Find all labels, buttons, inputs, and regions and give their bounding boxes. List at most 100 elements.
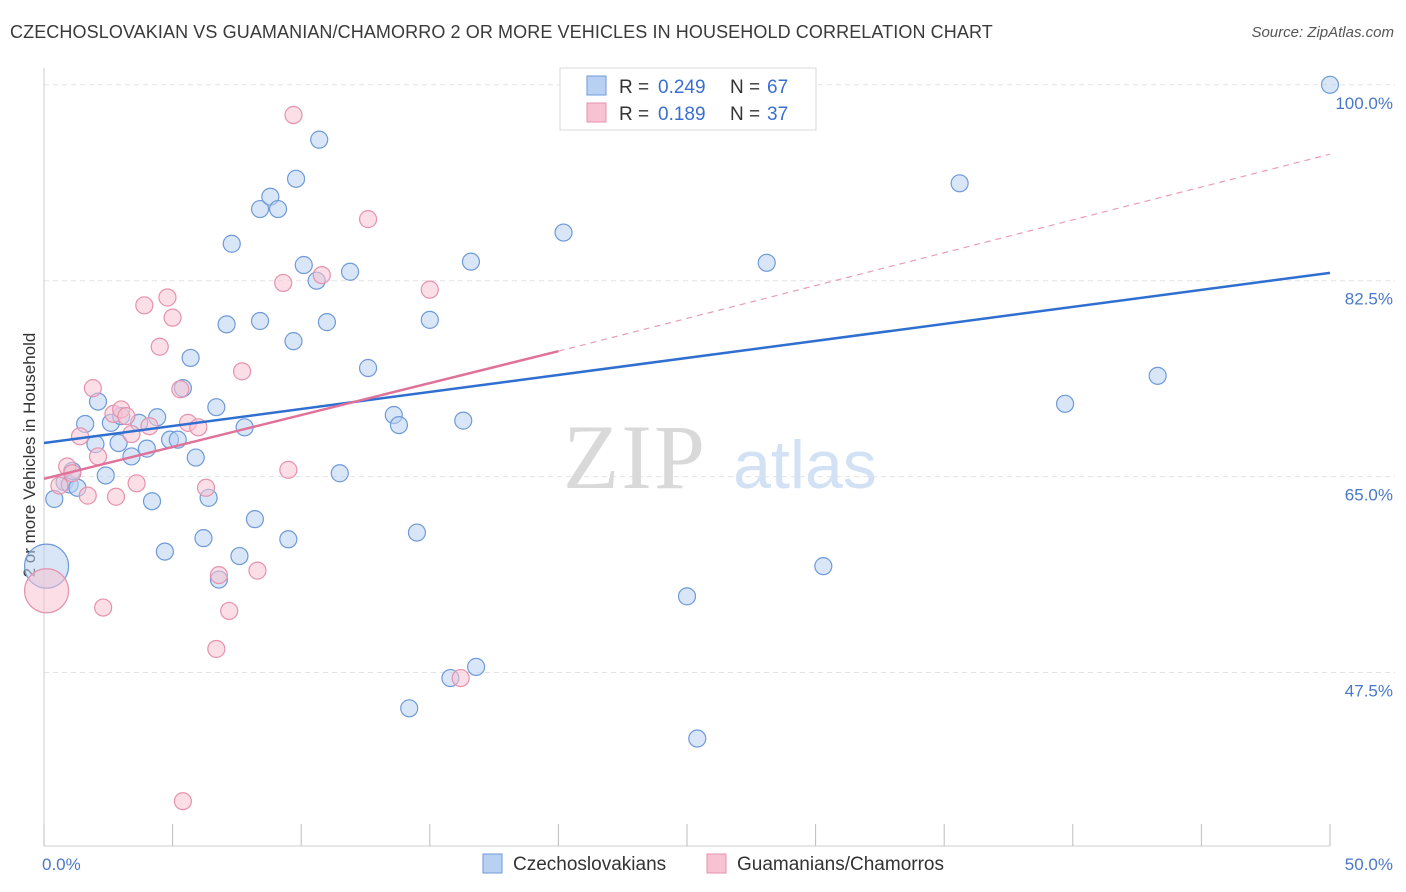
point-guamanian: [312, 265, 331, 285]
legend-r-label-1: R =: [619, 104, 649, 125]
point-czechoslovakian: [461, 252, 481, 271]
point-guamanian: [23, 568, 70, 614]
bottom-legend-label-0: Czechoslovakians: [513, 854, 666, 875]
point-czechoslovakian: [466, 657, 486, 676]
point-czechoslovakian: [814, 557, 833, 576]
point-guamanian: [106, 487, 126, 506]
point-czechoslovakian: [950, 174, 969, 193]
point-guamanian: [451, 668, 470, 688]
trend-line-czechoslovakians: [43, 271, 1331, 445]
legend-n-value-1: 37: [767, 104, 788, 125]
bottom-legend-swatch-pink: [706, 853, 727, 874]
y-tick-label: 82.5%: [1345, 290, 1393, 309]
trend-lines: [43, 153, 1331, 481]
point-czechoslovakian: [330, 464, 349, 483]
point-czechoslovakian: [554, 223, 573, 242]
point-czechoslovakian: [310, 130, 329, 149]
legend-n-value-0: 67: [767, 77, 788, 98]
point-guamanian: [207, 639, 226, 659]
point-czechoslovakian: [186, 448, 205, 467]
point-guamanian: [122, 424, 141, 444]
point-czechoslovakian: [1055, 394, 1075, 413]
point-czechoslovakian: [207, 398, 226, 417]
point-guamanian: [117, 407, 136, 426]
point-guamanian: [232, 362, 252, 381]
trend-line-guamanians-extension: [558, 153, 1331, 352]
point-czechoslovakian: [389, 415, 409, 435]
point-czechoslovakian: [358, 358, 378, 378]
point-czechoslovakian: [757, 253, 776, 272]
point-czechoslovakian: [230, 546, 249, 566]
point-czechoslovakian: [222, 234, 241, 253]
point-czechoslovakian: [1320, 75, 1340, 94]
point-guamanian: [50, 476, 69, 495]
bottom-legend-label-1: Guamanians/Chamorros: [737, 854, 944, 875]
legend-swatch-pink: [586, 102, 607, 123]
point-czechoslovakian: [279, 530, 298, 549]
x-tick-label: 0.0%: [42, 855, 81, 874]
point-guamanian: [94, 598, 113, 617]
point-czechoslovakian: [1148, 366, 1167, 385]
point-guamanian: [173, 792, 192, 811]
point-czechoslovakian: [454, 411, 473, 430]
legend-swatch-blue: [586, 75, 607, 96]
point-guamanian: [209, 565, 228, 585]
point-guamanian: [88, 447, 108, 466]
point-czechoslovakian: [250, 311, 270, 331]
point-czechoslovakian: [217, 315, 236, 334]
point-czechoslovakian: [109, 433, 128, 453]
point-czechoslovakian: [286, 169, 306, 188]
point-guamanian: [284, 105, 303, 125]
grid-lines: [44, 84, 1395, 673]
point-czechoslovakian: [284, 332, 303, 351]
point-guamanian: [158, 288, 177, 307]
point-czechoslovakian: [400, 699, 419, 718]
watermark-zip: ZIP: [563, 406, 707, 508]
point-czechoslovakian: [194, 529, 213, 548]
point-czechoslovakian: [245, 510, 265, 529]
point-czechoslovakian: [96, 466, 115, 485]
axes: [43, 68, 1331, 847]
point-guamanian: [171, 380, 190, 399]
point-czechoslovakian: [142, 492, 162, 511]
legend-box: R = 0.249 N = 67 R = 0.189 N = 37: [559, 67, 817, 131]
point-guamanian: [163, 308, 182, 327]
legend-r-value-0: 0.249: [658, 77, 706, 98]
y-tick-label: 100.0%: [1335, 94, 1393, 113]
x-tick-label: 50.0%: [1345, 855, 1393, 874]
point-czechoslovakian: [155, 542, 174, 561]
point-guamanian: [127, 474, 146, 493]
point-czechoslovakian: [340, 262, 360, 281]
bottom-legend-swatch-blue: [482, 853, 503, 874]
point-guamanian: [135, 296, 154, 315]
point-czechoslovakian: [181, 348, 200, 368]
point-czechoslovakian: [407, 523, 427, 542]
chart-title: CZECHOSLOVAKIAN VS GUAMANIAN/CHAMORRO 2 …: [10, 22, 993, 42]
y-tick-label: 65.0%: [1345, 486, 1393, 505]
point-guamanian: [220, 601, 239, 621]
point-guamanian: [78, 486, 97, 505]
tick-labels: 47.5% 65.0% 82.5% 100.0% 0.0% 50.0%: [42, 94, 1393, 874]
point-czechoslovakian: [268, 199, 288, 219]
point-guamanian: [150, 337, 169, 356]
point-guamanian: [274, 273, 293, 293]
legend-r-value-1: 0.189: [658, 104, 706, 125]
point-czechoslovakian: [420, 310, 439, 329]
legend-r-label-0: R =: [619, 77, 649, 98]
point-czechoslovakian: [250, 199, 270, 219]
y-axis-label: 2 or more Vehicles in Household: [20, 333, 39, 578]
bottom-legend: Czechoslovakians Guamanians/Chamorros: [482, 853, 944, 875]
legend-n-label-1: N =: [730, 104, 760, 125]
point-guamanian: [279, 460, 298, 479]
point-czechoslovakian: [317, 313, 337, 332]
source-label: Source: ZipAtlas.com: [1251, 24, 1394, 41]
point-guamanian: [196, 478, 216, 497]
point-guamanian: [248, 561, 267, 580]
watermark-atlas: atlas: [733, 427, 877, 503]
point-czechoslovakian: [688, 729, 707, 748]
point-czechoslovakian: [294, 255, 313, 275]
point-guamanian: [358, 210, 378, 229]
y-tick-label: 47.5%: [1345, 681, 1393, 700]
point-guamanian: [83, 379, 102, 398]
